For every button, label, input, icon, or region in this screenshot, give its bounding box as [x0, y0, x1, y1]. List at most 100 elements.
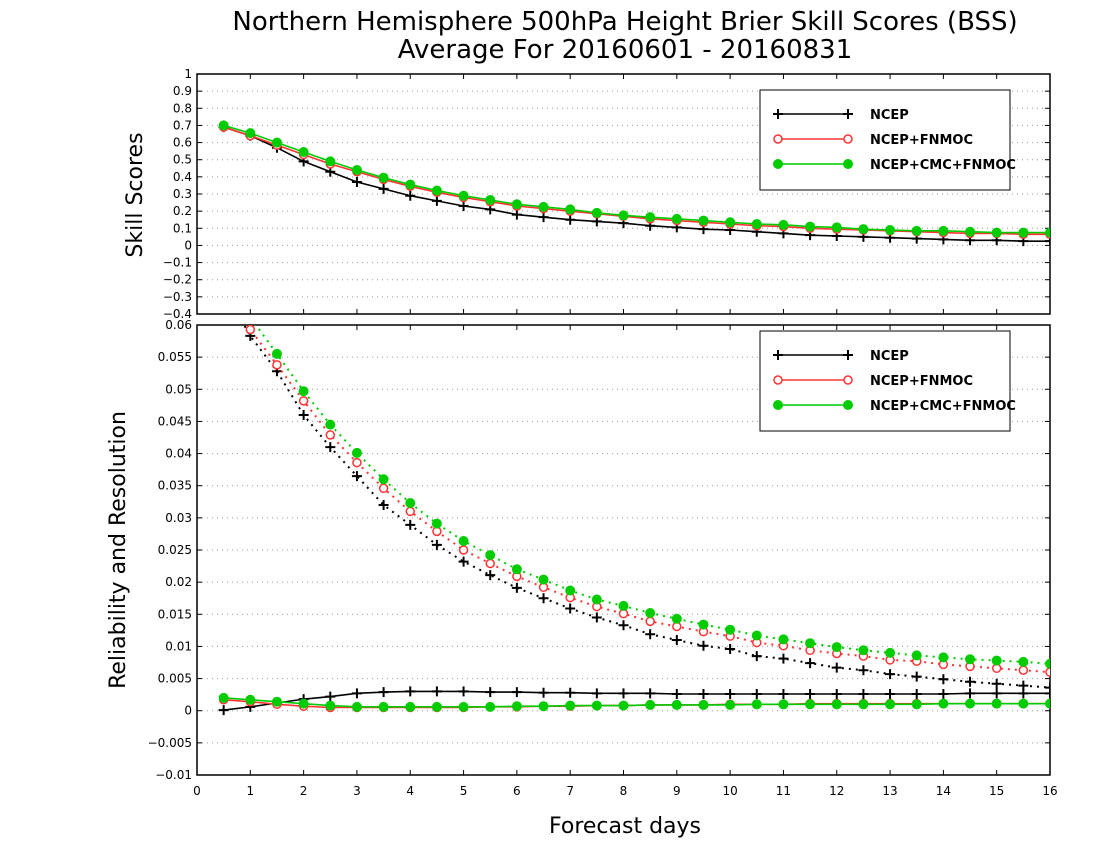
- x-tick-label: 4: [406, 784, 414, 798]
- resolution-series-point: [511, 564, 522, 575]
- skill-series-point: [378, 183, 389, 194]
- resolution-series-point: [645, 608, 656, 618]
- reliability-series-point: [1018, 698, 1029, 709]
- reliability-series-point: [351, 701, 362, 712]
- top-plot-frame: [196, 73, 1051, 315]
- top-y-tick-label: 0.3: [173, 187, 192, 201]
- resolution-series-point: [911, 650, 922, 661]
- resolution-series-point: [671, 613, 682, 624]
- resolution-series-point: [751, 630, 762, 641]
- bottom-legend-label: NCEP: [870, 349, 909, 364]
- resolution-series-point: [831, 662, 842, 673]
- bottom-plot-frame: [196, 324, 1051, 776]
- reliability-series-point: [511, 687, 522, 698]
- bottom-y-tick-label: 0.01: [165, 639, 192, 653]
- reliability-series-point: [405, 686, 416, 697]
- resolution-series-point: [591, 612, 602, 623]
- reliability-series-point: [458, 686, 469, 697]
- reliability-series-point: [378, 701, 389, 712]
- x-tick-label: 15: [989, 784, 1004, 798]
- bottom-legend-marker: [773, 400, 783, 410]
- bottom-y-tick-label: 0.045: [158, 414, 192, 428]
- resolution-series-point: [351, 471, 362, 482]
- reliability-series-point: [485, 701, 496, 712]
- top-y-tick-label: 0.9: [173, 84, 192, 98]
- bottom-legend: NCEP NCEP+FNMOC NCEP+CMC+FNMOC: [759, 330, 1016, 432]
- resolution-series-point: [245, 325, 256, 335]
- reliability-series-point: [325, 691, 336, 702]
- skill-series-point: [911, 225, 922, 236]
- skill-series-point: [511, 209, 522, 220]
- x-tick-label: 14: [936, 784, 951, 798]
- skill-series-group: [218, 120, 1050, 247]
- x-tick-label: 11: [776, 784, 791, 798]
- x-tick-label: 9: [673, 784, 681, 798]
- top-y-tick-label: −0.4: [163, 307, 192, 321]
- resolution-series-point: [1045, 667, 1050, 677]
- skill-series-point: [431, 195, 442, 206]
- reliability-series-point: [1045, 688, 1050, 699]
- reliability-series-point: [618, 700, 629, 711]
- resolution-series-point: [405, 498, 416, 509]
- reliability-series-point: [885, 689, 896, 699]
- resolution-series-point: [911, 671, 922, 682]
- resolution-series-point: [618, 600, 629, 611]
- top-y-axis-title: Skill Scores: [123, 132, 148, 257]
- resolution-series-point: [351, 447, 362, 458]
- x-tick-label: 5: [460, 784, 468, 798]
- skill-series-point: [858, 224, 869, 235]
- bottom-y-tick-label: 0.025: [158, 543, 192, 557]
- skill-series-point: [778, 219, 789, 230]
- skill-series-point: [831, 222, 842, 233]
- resolution-series-point: [1018, 680, 1029, 691]
- bottom-y-tick-label: 0.06: [165, 318, 192, 332]
- skill-series-point: [405, 190, 416, 201]
- top-legend-marker: [773, 109, 783, 119]
- resolution-series-point: [271, 348, 282, 359]
- resolution-series-point: [698, 619, 709, 630]
- resolution-series-point: [1045, 682, 1050, 693]
- resolution-series-point: [885, 647, 896, 658]
- top-y-tick-label: −0.3: [163, 290, 192, 304]
- reliability-series-point: [565, 687, 576, 698]
- resolution-series-point: [965, 654, 976, 665]
- reliability-series-point: [751, 699, 762, 710]
- top-legend-label: NCEP: [870, 108, 909, 123]
- skill-series-point: [485, 195, 496, 205]
- skill-series-point: [378, 172, 389, 183]
- resolution-series-point: [965, 676, 976, 687]
- bottom-y-tick-label: −0.01: [155, 768, 192, 782]
- resolution-series-point: [565, 585, 576, 596]
- reliability-series-point: [645, 699, 656, 710]
- bottom-legend-marker: [773, 375, 783, 385]
- reliability-series-point: [805, 699, 816, 710]
- bottom-legend-label: NCEP+CMC+FNMOC: [870, 399, 1016, 414]
- bottom-y-axis-title: Reliability and Resolution: [106, 411, 131, 689]
- reliability-series-point: [351, 688, 362, 699]
- reliability-series-point: [245, 694, 256, 705]
- reliability-series-point: [671, 689, 682, 699]
- skill-series-point: [565, 214, 576, 225]
- top-y-tick-label: 0.8: [173, 101, 192, 115]
- reliability-series-point: [858, 699, 869, 710]
- reliability-series-point: [991, 688, 1002, 699]
- top-y-tick-label: 1: [184, 67, 192, 81]
- reliability-series-point: [298, 698, 309, 709]
- top-legend-marker: [843, 159, 853, 169]
- skill-series-point: [298, 147, 309, 157]
- skill-series-point: [698, 215, 709, 226]
- resolution-series-point: [591, 594, 602, 605]
- resolution-series-point: [885, 669, 896, 680]
- resolution-series-point: [671, 635, 682, 645]
- resolution-series-point: [378, 474, 389, 485]
- resolution-series-point: [645, 629, 656, 640]
- reliability-series-point: [698, 699, 709, 710]
- top-legend-marker: [843, 109, 853, 119]
- top-y-tick-label: 0.4: [173, 170, 192, 184]
- resolution-series-point: [858, 645, 869, 656]
- skill-series-point: [938, 225, 949, 236]
- skill-series-point: [325, 156, 336, 167]
- reliability-series-point: [938, 698, 949, 709]
